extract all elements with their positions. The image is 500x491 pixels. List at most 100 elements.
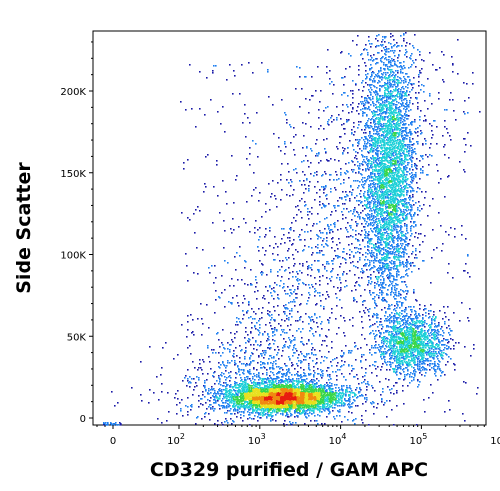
data-point [213,402,215,404]
data-point [257,388,259,390]
data-point [341,350,343,352]
data-point [241,401,243,403]
data-point [222,393,224,395]
data-point [284,397,286,399]
data-point [226,398,228,400]
data-point [272,395,274,397]
data-point [210,408,212,410]
data-point [293,401,295,403]
data-point [292,400,294,402]
data-point [390,392,392,394]
data-point [279,404,281,406]
data-point [296,396,298,398]
data-point [285,385,287,387]
data-point [305,393,307,395]
data-point [241,397,243,399]
data-point [296,408,298,410]
data-point [318,395,320,397]
data-point [312,389,314,391]
data-point [201,398,203,400]
data-point [308,399,310,401]
data-point [252,393,254,395]
data-point [243,412,245,414]
data-point [244,384,246,386]
data-point [189,345,191,347]
data-point [301,394,303,396]
data-point [288,391,290,393]
data-point [235,387,237,389]
data-point [226,396,228,398]
data-point [283,391,285,393]
data-point [273,408,275,410]
data-point [263,403,265,405]
data-point [276,386,278,388]
data-point [285,403,287,405]
data-point [285,401,287,403]
data-point [258,395,260,397]
data-point [320,388,322,390]
data-point [363,354,365,356]
data-point [232,387,234,389]
data-point [336,384,338,386]
data-point [245,407,247,409]
data-point [329,398,331,400]
data-point [273,395,275,397]
data-point [347,400,349,402]
data-point [278,391,280,393]
data-point [306,403,308,405]
data-point [304,394,306,396]
data-point [330,393,332,395]
data-point [232,393,234,395]
data-point [341,393,343,395]
data-point [209,419,211,421]
data-point [314,349,316,351]
data-point [311,403,313,405]
data-point [311,406,313,408]
data-point [303,395,305,397]
data-point [231,398,233,400]
data-point [301,385,303,387]
data-point [327,409,329,411]
data-point [300,407,302,409]
data-point [320,385,322,387]
data-point [316,358,318,360]
data-point [249,395,251,397]
data-point [274,398,276,400]
data-point [294,402,296,404]
data-point [248,407,250,409]
data-point [264,395,266,397]
data-point [256,395,258,397]
data-point [282,397,284,399]
data-point [289,397,291,399]
data-point [329,392,331,394]
data-point [334,418,336,420]
data-point [318,400,320,402]
data-point [194,367,196,369]
data-point [275,387,277,389]
data-point [239,401,241,403]
data-point [297,408,299,410]
data-point [290,384,292,386]
data-point [321,397,323,399]
data-point [316,408,318,410]
data-point [249,373,251,375]
data-point [279,406,281,408]
data-point [161,391,163,393]
data-point [225,400,227,402]
data-point [265,413,267,415]
data-point [276,403,278,405]
data-point [307,413,309,415]
data-point [275,399,277,401]
data-point [280,395,282,397]
data-point [251,391,253,393]
data-point [190,353,192,355]
data-point [305,402,307,404]
data-point [265,396,267,398]
data-point [275,395,277,397]
data-point [279,407,281,409]
data-point [310,380,312,382]
data-point [311,405,313,407]
data-point [208,390,210,392]
data-point [253,389,255,391]
data-point [307,402,309,404]
